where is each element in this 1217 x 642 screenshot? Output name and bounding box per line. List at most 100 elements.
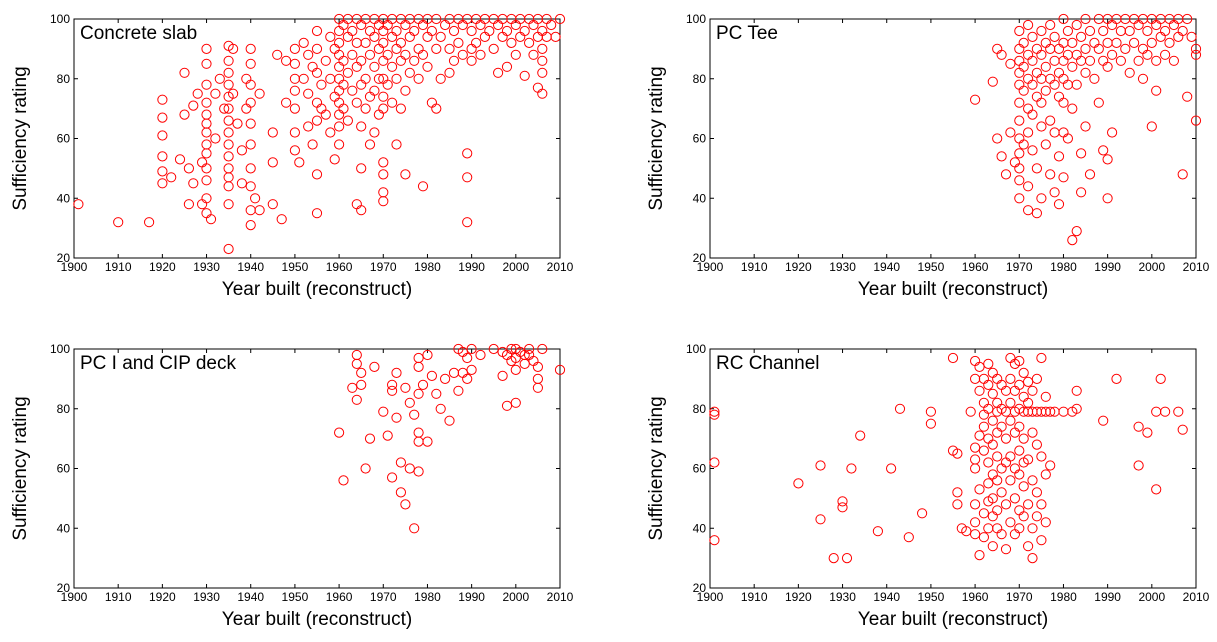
data-point <box>426 25 437 37</box>
data-point <box>1098 145 1109 156</box>
data-point <box>378 406 389 417</box>
data-point <box>1049 187 1060 198</box>
data-point <box>373 73 384 84</box>
plot-frame <box>73 18 561 259</box>
data-point <box>506 343 517 355</box>
data-point <box>992 451 1003 462</box>
data-point <box>183 163 194 174</box>
data-point <box>73 199 84 210</box>
data-point <box>214 73 225 84</box>
data-point <box>1005 373 1016 384</box>
x-tick-label: 1960 <box>962 590 989 604</box>
chart-panel-rc-channel: 1900 1910 1920 1930 1940 1950 1960 1970 1980 1990… <box>646 342 1210 630</box>
x-tick-label: 1910 <box>105 590 132 604</box>
data-point <box>1031 163 1043 174</box>
data-point <box>1089 73 1100 84</box>
panel-title: PC I and CIP deck <box>80 353 236 374</box>
data-point <box>404 397 415 408</box>
x-tick-label: 1930 <box>829 260 856 274</box>
data-point <box>378 157 389 168</box>
data-point <box>391 73 402 84</box>
data-point <box>1164 37 1175 49</box>
data-point <box>1080 67 1091 78</box>
data-point <box>974 361 985 372</box>
data-point <box>267 127 278 138</box>
data-point <box>978 421 990 432</box>
data-point <box>1040 139 1051 150</box>
y-tick-label: 80 <box>57 72 71 86</box>
data-point <box>1182 13 1193 25</box>
data-point <box>289 43 300 55</box>
data-point <box>1023 127 1034 138</box>
data-point <box>1080 13 1091 25</box>
data-point <box>413 388 424 399</box>
data-point <box>298 37 309 49</box>
data-point <box>316 79 327 90</box>
data-point <box>223 115 234 126</box>
data-point <box>334 139 345 150</box>
data-point <box>223 243 234 255</box>
x-tick-label: 1910 <box>741 260 768 274</box>
data-point <box>245 43 256 55</box>
data-point <box>395 487 406 498</box>
data-point <box>378 196 389 207</box>
data-point <box>1142 25 1153 37</box>
data-point <box>236 145 247 156</box>
data-point <box>1120 43 1131 55</box>
data-point <box>113 217 124 228</box>
data-point <box>1036 49 1047 60</box>
data-point <box>1014 523 1025 534</box>
data-point <box>1076 148 1087 159</box>
data-point <box>183 199 194 210</box>
data-point <box>369 85 380 96</box>
data-point <box>1186 31 1197 43</box>
data-point <box>245 220 256 231</box>
data-point <box>1071 385 1082 396</box>
data-point <box>488 43 499 55</box>
data-point <box>1036 352 1047 364</box>
x-tick-label: 1910 <box>741 590 768 604</box>
data-point <box>400 49 411 60</box>
data-point <box>303 49 314 60</box>
data-point <box>369 127 380 138</box>
data-point <box>448 25 460 37</box>
data-point <box>1014 469 1025 480</box>
data-point <box>347 85 358 96</box>
data-point <box>364 139 376 150</box>
x-tick-label: 1970 <box>370 260 397 274</box>
data-point <box>334 427 345 438</box>
x-tick-label: 1980 <box>414 590 441 604</box>
data-point <box>855 430 866 441</box>
data-point <box>303 121 314 132</box>
data-point <box>453 37 464 49</box>
data-point <box>1018 37 1029 49</box>
data-point <box>1027 523 1038 534</box>
data-point <box>347 25 358 37</box>
data-point <box>281 97 292 108</box>
data-point <box>1053 199 1065 210</box>
data-point <box>1045 115 1056 126</box>
data-point <box>1027 79 1038 90</box>
data-point <box>157 112 168 123</box>
data-point <box>223 199 234 210</box>
x-tick-label: 2000 <box>1138 260 1165 274</box>
data-point <box>422 61 433 72</box>
data-point <box>351 97 362 108</box>
data-point <box>1005 475 1016 486</box>
x-tick-label: 1970 <box>1006 590 1033 604</box>
x-tick-label: 2000 <box>502 590 529 604</box>
data-point <box>1027 427 1038 438</box>
data-point <box>1102 154 1113 165</box>
data-point <box>1062 25 1074 37</box>
data-point <box>837 496 848 507</box>
data-point <box>289 85 300 96</box>
chart-panel-pc-i-cip-deck: 1900 1910 1920 1930 1940 1950 1960 1970 1980 1990… <box>10 342 574 630</box>
x-tick-label: 1990 <box>1094 260 1121 274</box>
data-point <box>391 367 402 378</box>
data-point <box>1018 85 1029 96</box>
data-point <box>1146 37 1157 49</box>
data-point <box>475 49 486 60</box>
data-point <box>1133 421 1144 432</box>
data-point <box>356 205 367 216</box>
data-point <box>970 499 981 510</box>
